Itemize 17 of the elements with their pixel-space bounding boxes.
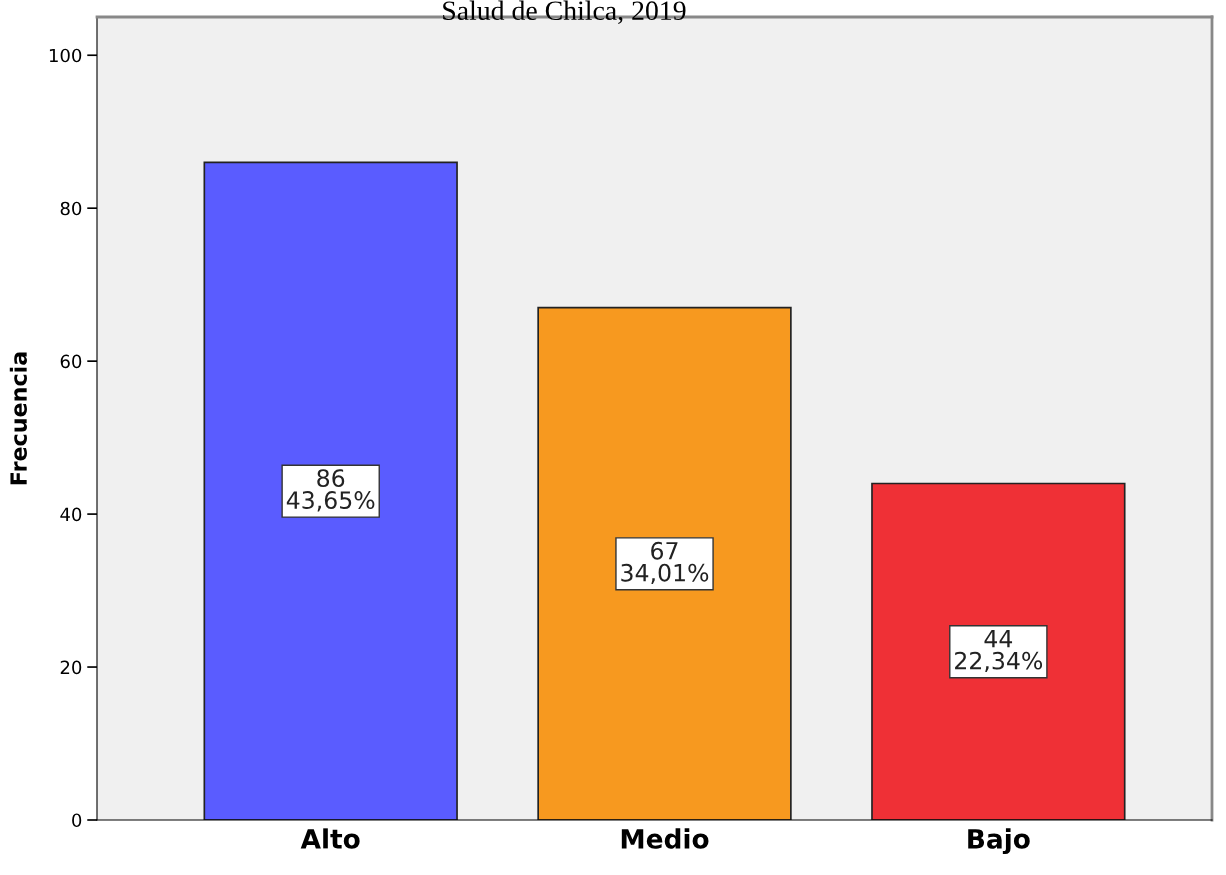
x-tick-label: Alto	[300, 828, 360, 849]
data-label: 67 34,01%	[621, 541, 709, 585]
x-tick-label: Bajo	[968, 828, 1030, 855]
y-tick-label: 40	[60, 507, 82, 522]
y-tick-label: 60	[60, 354, 82, 369]
chart-title: Salud de Chilca, 2019	[443, 0, 686, 25]
y-tick-label: 20	[60, 660, 82, 675]
bar	[537, 306, 792, 820]
y-tick-label: 0	[72, 813, 82, 828]
data-label: 86 43,65%	[286, 469, 375, 512]
y-tick-label: 100	[49, 48, 82, 63]
bar	[871, 482, 1126, 820]
y-tick-label: 80	[60, 201, 82, 216]
y-axis-title: Frecuencia	[9, 352, 27, 485]
bar	[203, 161, 458, 820]
x-tick-label: Medio	[621, 828, 709, 849]
data-label: 44 22,34%	[955, 630, 1043, 672]
